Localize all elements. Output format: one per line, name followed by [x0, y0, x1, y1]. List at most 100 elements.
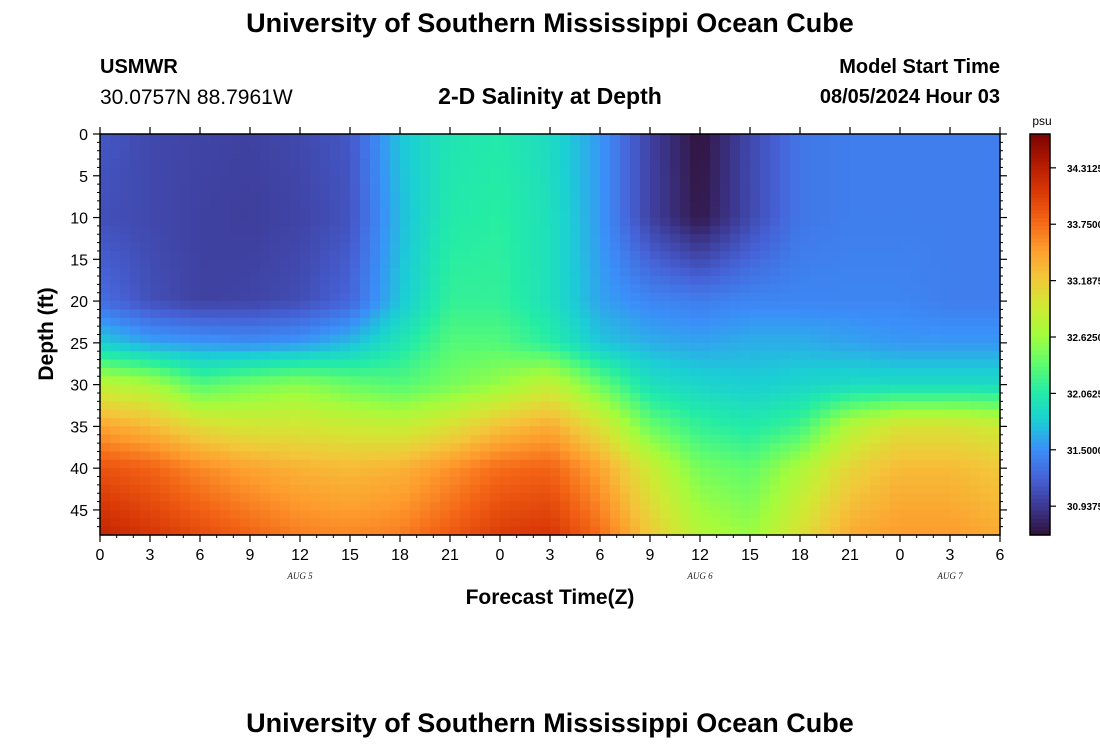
heatmap-cell — [250, 351, 261, 361]
heatmap-cell — [780, 134, 791, 143]
heatmap-cell — [300, 426, 311, 436]
heatmap-cell — [970, 159, 981, 169]
heatmap-cell — [460, 175, 471, 185]
heatmap-cell — [660, 284, 671, 294]
heatmap-cell — [680, 392, 691, 402]
heatmap-cell — [960, 409, 971, 419]
heatmap-cell — [210, 518, 221, 528]
heatmap-cell — [220, 476, 231, 486]
heatmap-cell — [860, 200, 871, 210]
heatmap-cell — [720, 184, 731, 194]
heatmap-cell — [570, 225, 581, 235]
heatmap-cell — [270, 217, 281, 227]
heatmap-cell — [310, 309, 321, 319]
colorbar-segment — [1030, 442, 1050, 448]
heatmap-cell — [480, 434, 491, 444]
heatmap-cell — [490, 326, 501, 336]
colorbar-segment — [1030, 438, 1050, 444]
heatmap-cell — [130, 134, 141, 143]
heatmap-cell — [460, 443, 471, 453]
heatmap-cell — [430, 376, 441, 386]
heatmap-cell — [730, 526, 741, 536]
heatmap-cell — [610, 342, 621, 352]
heatmap-cell — [930, 418, 941, 427]
heatmap-cell — [180, 434, 191, 444]
heatmap-cell — [720, 134, 731, 143]
heatmap-cell — [450, 217, 461, 227]
heatmap-cell — [540, 376, 551, 386]
heatmap-cell — [700, 484, 711, 494]
heatmap-cell — [730, 434, 741, 444]
heatmap-cell — [970, 259, 981, 269]
heatmap-cell — [850, 150, 861, 160]
heatmap-cell — [110, 501, 121, 511]
heatmap-cell — [700, 351, 711, 361]
heatmap-cell — [480, 501, 491, 511]
heatmap-cell — [120, 276, 131, 285]
heatmap-cell — [640, 159, 651, 169]
colorbar-segment — [1030, 378, 1050, 384]
heatmap-cell — [170, 167, 181, 177]
heatmap-cell — [380, 501, 391, 511]
heatmap-cell — [570, 209, 581, 219]
heatmap-cell — [540, 284, 551, 294]
heatmap-cell — [860, 443, 871, 453]
heatmap-cell — [970, 351, 981, 361]
heatmap-cell — [960, 317, 971, 327]
heatmap-cell — [330, 501, 341, 511]
heatmap-cell — [780, 501, 791, 511]
heatmap-cell — [810, 225, 821, 235]
heatmap-cell — [790, 150, 801, 160]
heatmap-cell — [520, 159, 531, 169]
heatmap-cell — [850, 443, 861, 453]
heatmap-cell — [910, 326, 921, 336]
heatmap-cell — [270, 134, 281, 143]
heatmap-cell — [830, 250, 841, 260]
heatmap-cell — [930, 509, 941, 519]
heatmap-cell — [750, 267, 761, 277]
heatmap-cell — [430, 468, 441, 478]
heatmap-cell — [970, 292, 981, 302]
heatmap-cell — [190, 359, 201, 369]
heatmap-cell — [560, 367, 571, 377]
heatmap-cell — [740, 267, 751, 277]
heatmap-cell — [110, 459, 121, 469]
heatmap-cell — [660, 401, 671, 411]
heatmap-cell — [160, 134, 171, 143]
heatmap-cell — [950, 493, 961, 503]
heatmap-cell — [820, 192, 831, 202]
heatmap-cell — [580, 451, 591, 461]
heatmap-cell — [780, 434, 791, 444]
heatmap-cell — [330, 234, 341, 244]
heatmap-cell — [310, 451, 321, 461]
x-tick-label: 18 — [391, 547, 409, 564]
heatmap-cell — [370, 451, 381, 461]
heatmap-cell — [320, 526, 331, 536]
heatmap-cell — [400, 359, 411, 369]
heatmap-cell — [220, 409, 231, 419]
heatmap-cell — [960, 468, 971, 478]
heatmap-cell — [440, 250, 451, 260]
heatmap-cell — [150, 451, 161, 461]
heatmap-cell — [600, 392, 611, 402]
heatmap-cell — [440, 376, 451, 386]
heatmap-cell — [240, 317, 251, 327]
heatmap-cell — [760, 518, 771, 528]
heatmap-cell — [700, 301, 711, 311]
heatmap-cell — [530, 359, 541, 369]
heatmap-cell — [570, 401, 581, 411]
heatmap-cell — [280, 309, 291, 319]
heatmap-cell — [950, 384, 961, 394]
heatmap-cell — [820, 526, 831, 536]
heatmap-cell — [170, 317, 181, 327]
x-axis-title: Forecast Time(Z) — [466, 586, 635, 609]
heatmap-cell — [980, 242, 991, 252]
heatmap-cell — [570, 334, 581, 344]
heatmap-cell — [370, 209, 381, 219]
heatmap-cell — [520, 484, 531, 494]
heatmap-cell — [650, 167, 661, 177]
heatmap-cell — [960, 426, 971, 436]
heatmap-cell — [440, 159, 451, 169]
heatmap-cell — [370, 484, 381, 494]
heatmap-cell — [620, 501, 631, 511]
